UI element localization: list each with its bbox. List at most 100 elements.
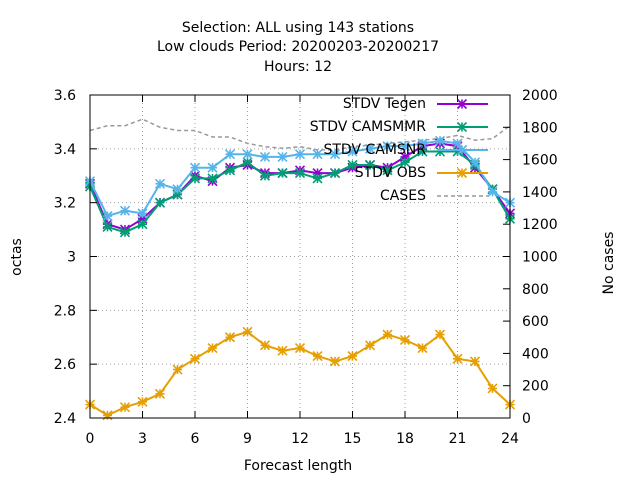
data-point-stdv-obs	[259, 340, 271, 351]
x-tick-label: 9	[243, 431, 252, 447]
data-point-stdv-camsmmr	[452, 146, 463, 157]
axes	[89, 94, 511, 419]
legend-entry-stdv-tegen: STDV Tegen	[343, 96, 488, 112]
data-point-stdv-obs	[452, 353, 463, 364]
data-point-stdv-obs	[469, 356, 481, 367]
y2-tick-label: 1600	[522, 153, 558, 169]
data-point-stdv-camsnr	[242, 149, 253, 160]
data-point-stdv-obs	[154, 388, 166, 399]
legend-label: STDV OBS	[355, 165, 426, 181]
x-tick-label: 15	[344, 431, 362, 447]
legend-entry-stdv-camsnr: STDV CAMSNR	[323, 142, 488, 158]
data-point-stdv-camsmmr	[294, 167, 306, 179]
data-point-stdv-camsmmr	[102, 221, 113, 232]
y-tick-label: 2.4	[54, 411, 76, 427]
plot-frame	[89, 94, 511, 419]
data-point-stdv-obs	[102, 410, 113, 421]
y-tick-label: 3.2	[54, 196, 76, 212]
y2-tick-label: 0	[522, 411, 531, 427]
data-point-stdv-camsnr	[417, 138, 428, 149]
data-point-stdv-camsmmr	[434, 146, 446, 157]
data-point-stdv-camsnr	[172, 184, 183, 195]
data-point-stdv-camsnr	[224, 149, 236, 160]
data-point-stdv-camsnr	[329, 149, 341, 160]
data-point-stdv-obs	[347, 351, 358, 362]
data-point-stdv-camsnr	[452, 138, 463, 149]
data-point-stdv-camsnr	[487, 186, 498, 197]
data-point-stdv-camsmmr	[154, 197, 166, 208]
legend-marker	[456, 121, 468, 133]
y2-tick-label: 1800	[522, 120, 558, 136]
data-point-stdv-obs	[207, 342, 218, 354]
data-point-stdv-obs	[119, 402, 131, 413]
data-point-stdv-camsmmr	[172, 189, 183, 200]
data-point-stdv-obs	[242, 326, 253, 337]
tick-labels: 0 3 6 9 12 15 18 21 24 2.4 2.6 2.8 3 3.2 3.4 3.6 0 200 400…	[54, 88, 558, 447]
y-axis-label: octas	[9, 238, 25, 276]
data-point-stdv-camsmmr	[312, 173, 323, 184]
data-point-stdv-tegen	[137, 213, 148, 224]
data-point-stdv-camsmmr	[417, 146, 428, 157]
legend-marker	[456, 144, 468, 156]
data-point-stdv-obs	[312, 351, 323, 362]
x-tick-label: 3	[138, 431, 147, 447]
chart-title: Selection: ALL using 143 stations Low cl…	[157, 20, 439, 75]
data-point-stdv-camsmmr	[382, 165, 393, 176]
x-tick-label: 12	[291, 431, 309, 447]
y2-axis-label: No cases	[601, 232, 617, 295]
data-point-stdv-camsnr	[259, 151, 271, 162]
y2-tick-label: 600	[522, 314, 549, 330]
data-point-stdv-camsmmr	[224, 165, 236, 176]
data-point-stdv-camsmmr	[259, 170, 271, 181]
y-tick-label: 3.6	[54, 88, 76, 104]
data-point-stdv-camsnr	[347, 146, 358, 157]
data-point-stdv-obs	[172, 364, 183, 375]
data-point-stdv-obs	[364, 340, 376, 351]
data-point-stdv-camsnr	[189, 162, 201, 173]
legend-entry-stdv-obs: STDV OBS	[355, 165, 488, 181]
legend-marker	[456, 98, 468, 110]
legend-label: STDV Tegen	[343, 96, 426, 112]
data-point-stdv-camsnr	[312, 149, 323, 160]
data-point-stdv-camsmmr	[189, 173, 201, 184]
y2-tick-label: 800	[522, 282, 549, 298]
title-line-1: Selection: ALL using 143 stations	[182, 20, 414, 36]
legend-label: CASES	[380, 188, 426, 204]
data-point-stdv-camsmmr	[119, 227, 131, 238]
data-point-stdv-camsnr	[102, 211, 113, 222]
data-point-stdv-camsnr	[364, 143, 376, 154]
x-tick-label: 6	[191, 431, 200, 447]
x-tick-label: 24	[501, 431, 519, 447]
grid-lines	[90, 95, 510, 418]
legend-label: STDV CAMSMMR	[310, 119, 426, 135]
x-tick-label: 18	[396, 431, 414, 447]
y2-tick-label: 400	[522, 346, 549, 362]
data-point-stdv-camsmmr	[347, 159, 358, 171]
data-point-stdv-camsnr	[469, 157, 481, 168]
data-point-stdv-camsnr	[207, 162, 218, 173]
data-point-stdv-camsmmr	[329, 167, 341, 179]
y2-tick-label: 2000	[522, 88, 558, 104]
data-point-stdv-camsmmr	[277, 167, 288, 179]
data-point-stdv-camsmmr	[137, 219, 148, 230]
data-point-stdv-obs	[487, 383, 498, 394]
data-point-stdv-obs	[294, 342, 306, 354]
x-tick-label: 21	[449, 431, 467, 447]
legend-entry-stdv-camsmmr: STDV CAMSMMR	[310, 119, 488, 135]
data-point-stdv-camsmmr	[207, 173, 218, 184]
x-tick-label: 0	[86, 431, 95, 447]
legend-entry-cases: CASES	[380, 188, 488, 204]
data-point-stdv-obs	[399, 334, 411, 346]
data-point-stdv-camsmmr	[399, 157, 411, 168]
data-point-stdv-camsnr	[382, 141, 393, 152]
y-tick-label: 2.6	[54, 357, 76, 373]
data-point-stdv-camsnr	[294, 149, 306, 160]
data-point-stdv-camsnr	[137, 208, 148, 219]
x-axis-label: Forecast length	[244, 458, 352, 474]
data-point-stdv-tegen	[399, 151, 411, 162]
series-layer	[84, 118, 516, 421]
data-point-stdv-obs	[189, 353, 201, 364]
legend: STDV Tegen STDV CAMSMMR STDV CAMSNR STDV OB…	[310, 96, 488, 204]
data-point-stdv-obs	[137, 396, 148, 407]
